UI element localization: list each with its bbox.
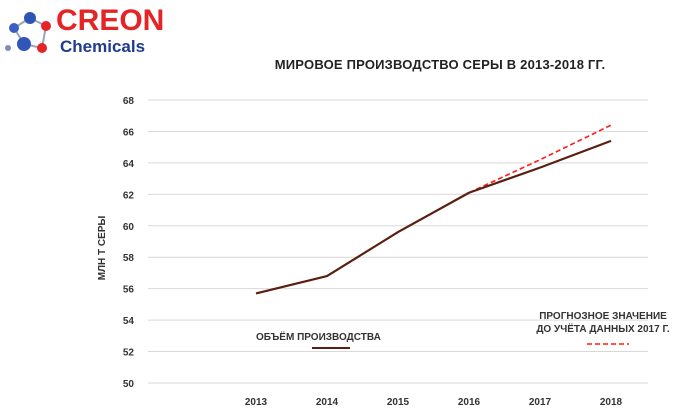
x-tick-label: 2014 xyxy=(316,397,339,408)
y-tick-label: 50 xyxy=(123,379,135,390)
legend-label-production: ОБЪЁМ ПРОИЗВОДСТВА xyxy=(256,330,381,343)
series-lines xyxy=(255,124,612,295)
y-tick-label: 52 xyxy=(123,348,135,359)
y-axis-ticks: 50 52 54 56 58 60 62 64 66 68 xyxy=(123,96,135,390)
x-tick-label: 2017 xyxy=(529,397,552,408)
production-series-line xyxy=(255,139,612,295)
y-tick-label: 68 xyxy=(123,96,135,107)
y-tick-label: 58 xyxy=(123,253,135,264)
x-axis-ticks: 2013 2014 2015 2016 2017 2018 xyxy=(245,397,623,408)
legend: ОБЪЁМ ПРОИЗВОДСТВА ПРОГНОЗНОЕ ЗНАЧЕНИЕДО … xyxy=(256,311,670,349)
y-tick-label: 60 xyxy=(123,222,135,233)
y-tick-label: 54 xyxy=(123,316,135,327)
logo-wordmark-creon: CREON xyxy=(56,4,165,37)
x-tick-label: 2016 xyxy=(458,397,481,408)
y-tick-label: 66 xyxy=(123,127,135,138)
legend-label-forecast: ПРОГНОЗНОЕ ЗНАЧЕНИЕ xyxy=(539,311,667,322)
y-axis-label: МЛН Т СЕРЫ xyxy=(97,216,108,281)
creon-chemicals-logo: CREON Chemicals xyxy=(0,0,170,70)
y-tick-label: 56 xyxy=(123,285,135,296)
forecast-series-line xyxy=(468,124,612,194)
y-tick-label: 64 xyxy=(123,159,135,170)
x-tick-label: 2015 xyxy=(387,397,410,408)
y-tick-label: 62 xyxy=(123,190,135,201)
grid-lines xyxy=(148,99,648,384)
legend-label-forecast: ДО УЧЁТА ДАННЫХ 2017 Г. xyxy=(536,322,670,335)
logo-wordmark-chemicals: Chemicals xyxy=(60,37,146,56)
molecule-icon xyxy=(5,12,51,53)
x-tick-label: 2018 xyxy=(600,397,623,408)
chart-title: МИРОВОЕ ПРОИЗВОДСТВО СЕРЫ В 2013-2018 ГГ… xyxy=(274,57,606,72)
x-tick-label: 2013 xyxy=(245,397,268,408)
